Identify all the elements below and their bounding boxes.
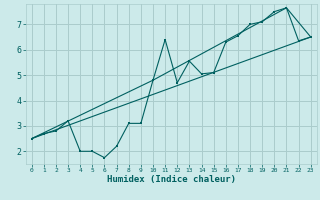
X-axis label: Humidex (Indice chaleur): Humidex (Indice chaleur) (107, 175, 236, 184)
